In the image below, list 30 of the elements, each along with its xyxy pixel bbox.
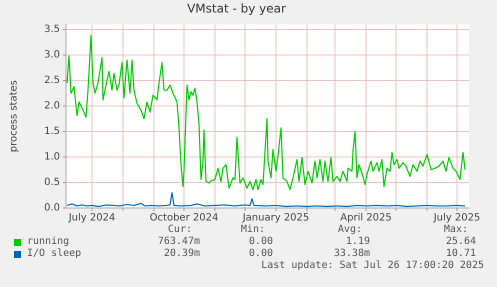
text: Last update: Sat Jul 26 17:00:20 2025 xyxy=(261,260,484,271)
text: 25.64 xyxy=(446,236,476,247)
y-tick-label: 2.0 xyxy=(44,100,60,112)
chart-title: VMstat - by year xyxy=(187,1,286,16)
text: Avg: xyxy=(338,224,362,235)
y-tick-label: 0.0 xyxy=(44,202,60,214)
text: Max: xyxy=(444,224,468,235)
y-tick-label: 3.5 xyxy=(44,24,60,36)
text: 0.00 xyxy=(248,248,273,259)
x-tick-label: July 2025 xyxy=(432,212,480,224)
text: 763.47m xyxy=(158,236,200,247)
y-axis-title: process states xyxy=(8,80,20,152)
y-tick-label: 3.0 xyxy=(44,50,60,61)
legend-label: I/O sleep xyxy=(27,248,82,260)
x-tick-label: January 2025 xyxy=(242,212,310,224)
y-tick-label: 0.5 xyxy=(44,177,60,188)
text: Min: xyxy=(240,224,265,235)
x-tick-label: April 2025 xyxy=(340,212,392,224)
text: 0.00 xyxy=(248,236,273,247)
y-tick-label: 1.5 xyxy=(44,126,60,138)
text: 33.38m xyxy=(334,248,370,259)
legend-label: running xyxy=(27,236,70,248)
y-tick-label: 2.5 xyxy=(44,75,60,86)
text: 1.19 xyxy=(346,236,370,247)
x-tick-label: July 2024 xyxy=(68,212,116,224)
x-tick-label: October 2024 xyxy=(150,212,218,224)
text: 20.39m xyxy=(164,248,200,259)
text: Cur: xyxy=(168,224,192,235)
y-tick-label: 1.0 xyxy=(44,152,60,163)
text: 10.71 xyxy=(446,248,476,259)
